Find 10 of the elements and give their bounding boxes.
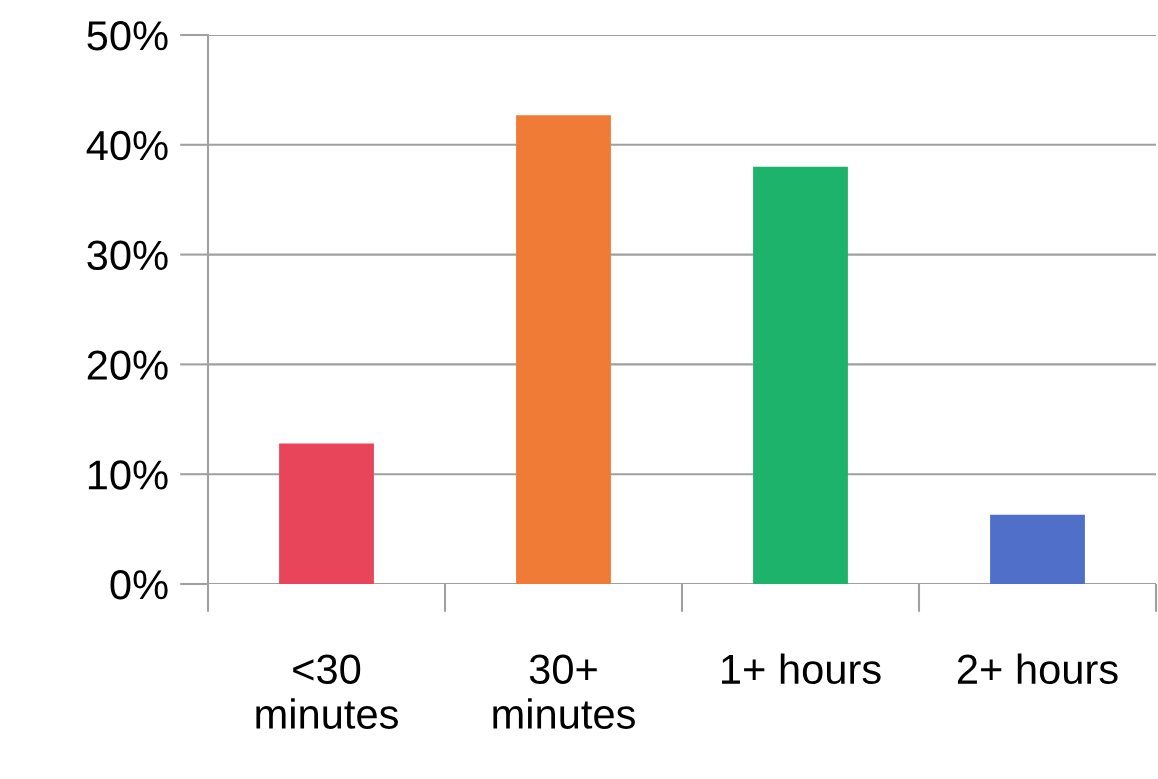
x-tick-label: 30+ minutes bbox=[493, 654, 635, 729]
y-tick-label: 40% bbox=[86, 130, 168, 161]
x-tick-label: 1+ hours bbox=[722, 653, 881, 685]
y-tick-label: 10% bbox=[88, 460, 168, 490]
y-tick-label: 0% bbox=[110, 570, 168, 600]
y-tick-label: 20% bbox=[87, 350, 168, 380]
x-tick-label: <30 minutes bbox=[256, 654, 398, 729]
x-tick-label: 2+ hours bbox=[957, 653, 1118, 685]
y-tick-label: 30% bbox=[87, 240, 168, 271]
y-tick-label: 50% bbox=[87, 21, 168, 51]
